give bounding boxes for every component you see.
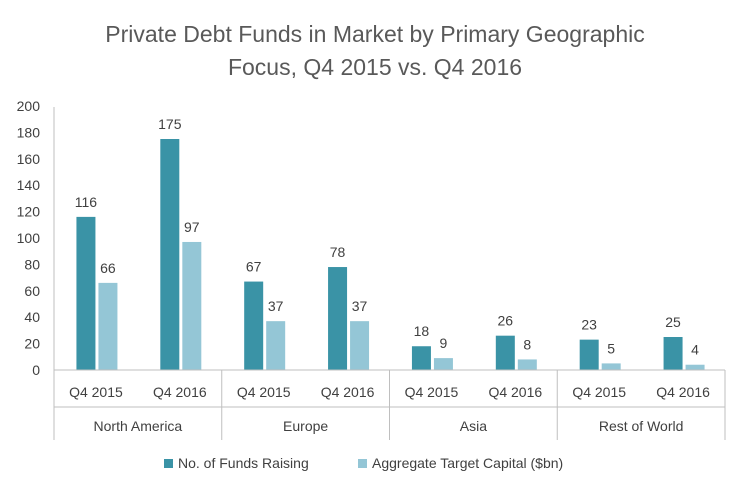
y-tick-label: 40 [24,309,40,325]
data-label: 18 [414,323,430,339]
bars [76,139,705,370]
y-tick-label: 60 [24,283,40,299]
x-group-label: North America [94,418,183,434]
legend-label-capital: Aggregate Target Capital ($bn) [372,455,563,471]
bar-funds [579,339,599,370]
data-label: 37 [352,298,368,314]
legend: No. of Funds Raising Aggregate Target Ca… [164,455,563,471]
x-category-label: Q4 2015 [572,384,626,400]
x-category-label: Q4 2016 [321,384,375,400]
data-label: 5 [607,340,615,356]
x-group-label: Rest of World [599,418,684,434]
data-label: 66 [100,260,116,276]
bar-funds [663,337,683,370]
y-tick-label: 140 [17,177,41,193]
data-label: 23 [581,317,597,333]
y-tick-label: 0 [32,362,40,378]
bar-capital [601,363,621,370]
x-category-label: Q4 2016 [656,384,710,400]
data-label: 8 [523,336,531,352]
data-label: 37 [268,298,284,314]
bar-funds [328,267,348,370]
x-group-label: Europe [283,418,328,434]
x-axis-groups: North America Europe Asia Rest of World [53,370,726,440]
data-label: 175 [158,116,182,132]
x-category-label: Q4 2015 [69,384,123,400]
x-category-label: Q4 2015 [405,384,459,400]
y-tick-label: 20 [24,336,40,352]
data-label: 25 [665,314,681,330]
y-tick-label: 120 [17,204,41,220]
y-tick-label: 80 [24,256,40,272]
data-label: 78 [330,244,346,260]
bar-capital [266,321,286,370]
data-label: 9 [440,335,448,351]
bar-funds [76,216,96,370]
y-tick-label: 160 [17,151,41,167]
bar-capital [350,321,370,370]
legend-swatch-funds [164,459,173,468]
x-category-label: Q4 2016 [153,384,207,400]
data-label: 116 [75,194,98,210]
bar-funds [495,335,515,370]
bar-capital [98,282,118,370]
data-label: 67 [246,259,262,275]
data-label: 4 [691,342,699,358]
bar-funds [160,139,180,370]
data-label: 97 [184,219,200,235]
chart-title-line-1: Private Debt Funds in Market by Primary … [105,21,644,47]
y-axis-ticks: 0 20 40 60 80 100 120 140 160 180 200 [17,98,41,378]
x-group-label: Asia [460,418,487,434]
legend-label-funds: No. of Funds Raising [178,455,309,471]
y-tick-label: 180 [17,124,41,140]
bar-capital [182,241,202,370]
data-label: 26 [498,313,514,329]
bar-capital [685,364,705,370]
data-labels: 116 66 175 97 67 37 78 37 18 9 26 8 23 5 25 4 [75,116,699,358]
legend-swatch-capital [358,459,367,468]
x-category-label: Q4 2016 [488,384,542,400]
bar-capital [433,358,453,370]
bar-capital [517,359,537,370]
chart-title-line-2: Focus, Q4 2015 vs. Q4 2016 [228,54,522,80]
bar-funds [244,281,264,370]
x-axis-categories: Q4 2015 Q4 2016 Q4 2015 Q4 2016 Q4 2015 Q4 20… [69,384,710,400]
y-tick-label: 200 [17,98,41,114]
x-category-label: Q4 2015 [237,384,291,400]
bar-funds [411,346,431,370]
y-tick-label: 100 [17,230,41,246]
